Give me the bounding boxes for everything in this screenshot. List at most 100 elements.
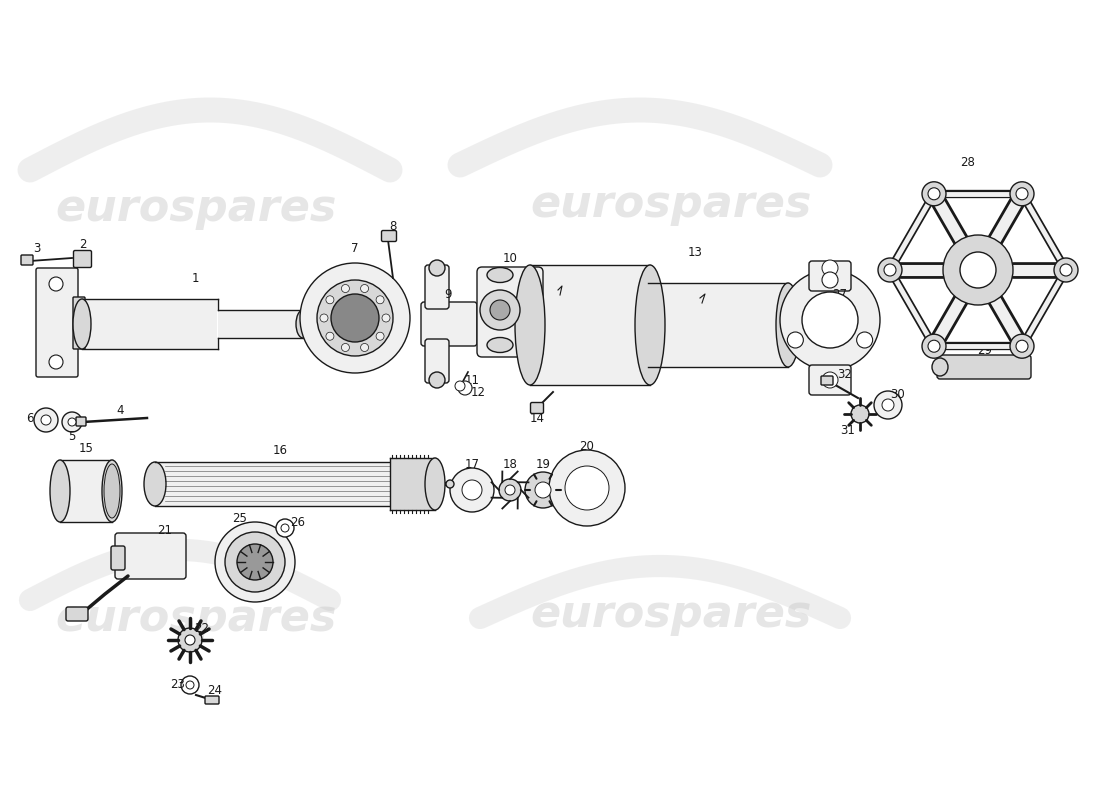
Circle shape — [450, 468, 494, 512]
Circle shape — [788, 332, 803, 348]
Text: eurospares: eurospares — [55, 597, 337, 639]
FancyBboxPatch shape — [937, 355, 1031, 379]
Circle shape — [376, 332, 384, 340]
Text: 26: 26 — [290, 515, 306, 529]
Bar — [648, 283, 788, 367]
Circle shape — [50, 277, 63, 291]
Circle shape — [276, 519, 294, 537]
FancyBboxPatch shape — [808, 365, 851, 395]
Text: 17: 17 — [464, 458, 480, 470]
Text: 30: 30 — [891, 389, 905, 402]
Circle shape — [226, 532, 285, 592]
Circle shape — [874, 391, 902, 419]
Text: 27: 27 — [833, 289, 847, 302]
Circle shape — [178, 628, 202, 652]
Ellipse shape — [73, 299, 91, 349]
Circle shape — [1054, 258, 1078, 282]
Circle shape — [62, 412, 82, 432]
FancyBboxPatch shape — [205, 696, 219, 704]
Circle shape — [525, 472, 561, 508]
Text: 32: 32 — [837, 367, 852, 381]
Text: 7: 7 — [351, 242, 359, 254]
FancyBboxPatch shape — [66, 607, 88, 621]
Text: 21: 21 — [157, 523, 173, 537]
Text: 13: 13 — [688, 246, 703, 258]
Ellipse shape — [446, 480, 454, 488]
Circle shape — [822, 272, 838, 288]
Ellipse shape — [296, 310, 310, 338]
Circle shape — [317, 280, 393, 356]
Circle shape — [535, 482, 551, 498]
Circle shape — [41, 415, 51, 425]
Circle shape — [34, 408, 58, 432]
Circle shape — [480, 290, 520, 330]
Text: eurospares: eurospares — [55, 186, 337, 230]
Circle shape — [882, 399, 894, 411]
Text: 15: 15 — [78, 442, 94, 454]
FancyBboxPatch shape — [116, 533, 186, 579]
Circle shape — [182, 676, 199, 694]
Circle shape — [341, 285, 350, 293]
FancyBboxPatch shape — [21, 255, 33, 265]
Circle shape — [320, 314, 328, 322]
Circle shape — [361, 285, 368, 293]
Circle shape — [549, 450, 625, 526]
Text: eurospares: eurospares — [530, 183, 812, 226]
FancyBboxPatch shape — [111, 546, 125, 570]
Circle shape — [857, 332, 872, 348]
Circle shape — [50, 355, 63, 369]
Circle shape — [331, 294, 379, 342]
Ellipse shape — [487, 338, 513, 353]
Bar — [82, 299, 217, 349]
Ellipse shape — [104, 464, 120, 518]
Ellipse shape — [932, 358, 948, 376]
Circle shape — [943, 235, 1013, 305]
Circle shape — [361, 343, 368, 351]
Text: 31: 31 — [840, 423, 856, 437]
Circle shape — [326, 296, 334, 304]
Bar — [155, 462, 420, 506]
Circle shape — [928, 340, 940, 352]
Circle shape — [1010, 334, 1034, 358]
Text: 28: 28 — [960, 155, 976, 169]
Text: 23: 23 — [170, 678, 186, 691]
Ellipse shape — [50, 460, 70, 522]
Circle shape — [505, 485, 515, 495]
Text: 22: 22 — [195, 622, 209, 634]
Bar — [218, 310, 302, 338]
Circle shape — [780, 270, 880, 370]
Text: 3: 3 — [33, 242, 41, 254]
Circle shape — [326, 332, 334, 340]
Circle shape — [236, 544, 273, 580]
Text: 10: 10 — [503, 251, 517, 265]
Circle shape — [429, 372, 446, 388]
Circle shape — [922, 182, 946, 206]
FancyBboxPatch shape — [76, 417, 86, 426]
Circle shape — [822, 260, 838, 276]
FancyBboxPatch shape — [808, 261, 851, 291]
Ellipse shape — [425, 458, 446, 510]
Bar — [390, 458, 435, 510]
Text: 18: 18 — [503, 458, 517, 470]
Circle shape — [822, 372, 838, 388]
Circle shape — [186, 681, 194, 689]
FancyBboxPatch shape — [477, 267, 543, 357]
Circle shape — [214, 522, 295, 602]
Text: eurospares: eurospares — [530, 594, 812, 637]
Circle shape — [68, 418, 76, 426]
Text: 4: 4 — [117, 403, 123, 417]
Circle shape — [499, 479, 521, 501]
Circle shape — [458, 381, 472, 395]
Circle shape — [884, 264, 896, 276]
Text: 25: 25 — [232, 511, 248, 525]
Bar — [530, 265, 650, 385]
FancyBboxPatch shape — [530, 402, 543, 414]
Ellipse shape — [144, 462, 166, 506]
Circle shape — [1016, 340, 1028, 352]
Circle shape — [429, 260, 446, 276]
Circle shape — [565, 466, 609, 510]
Circle shape — [490, 300, 510, 320]
FancyBboxPatch shape — [421, 302, 477, 346]
Text: 14: 14 — [529, 411, 544, 425]
Text: 29: 29 — [978, 343, 992, 357]
